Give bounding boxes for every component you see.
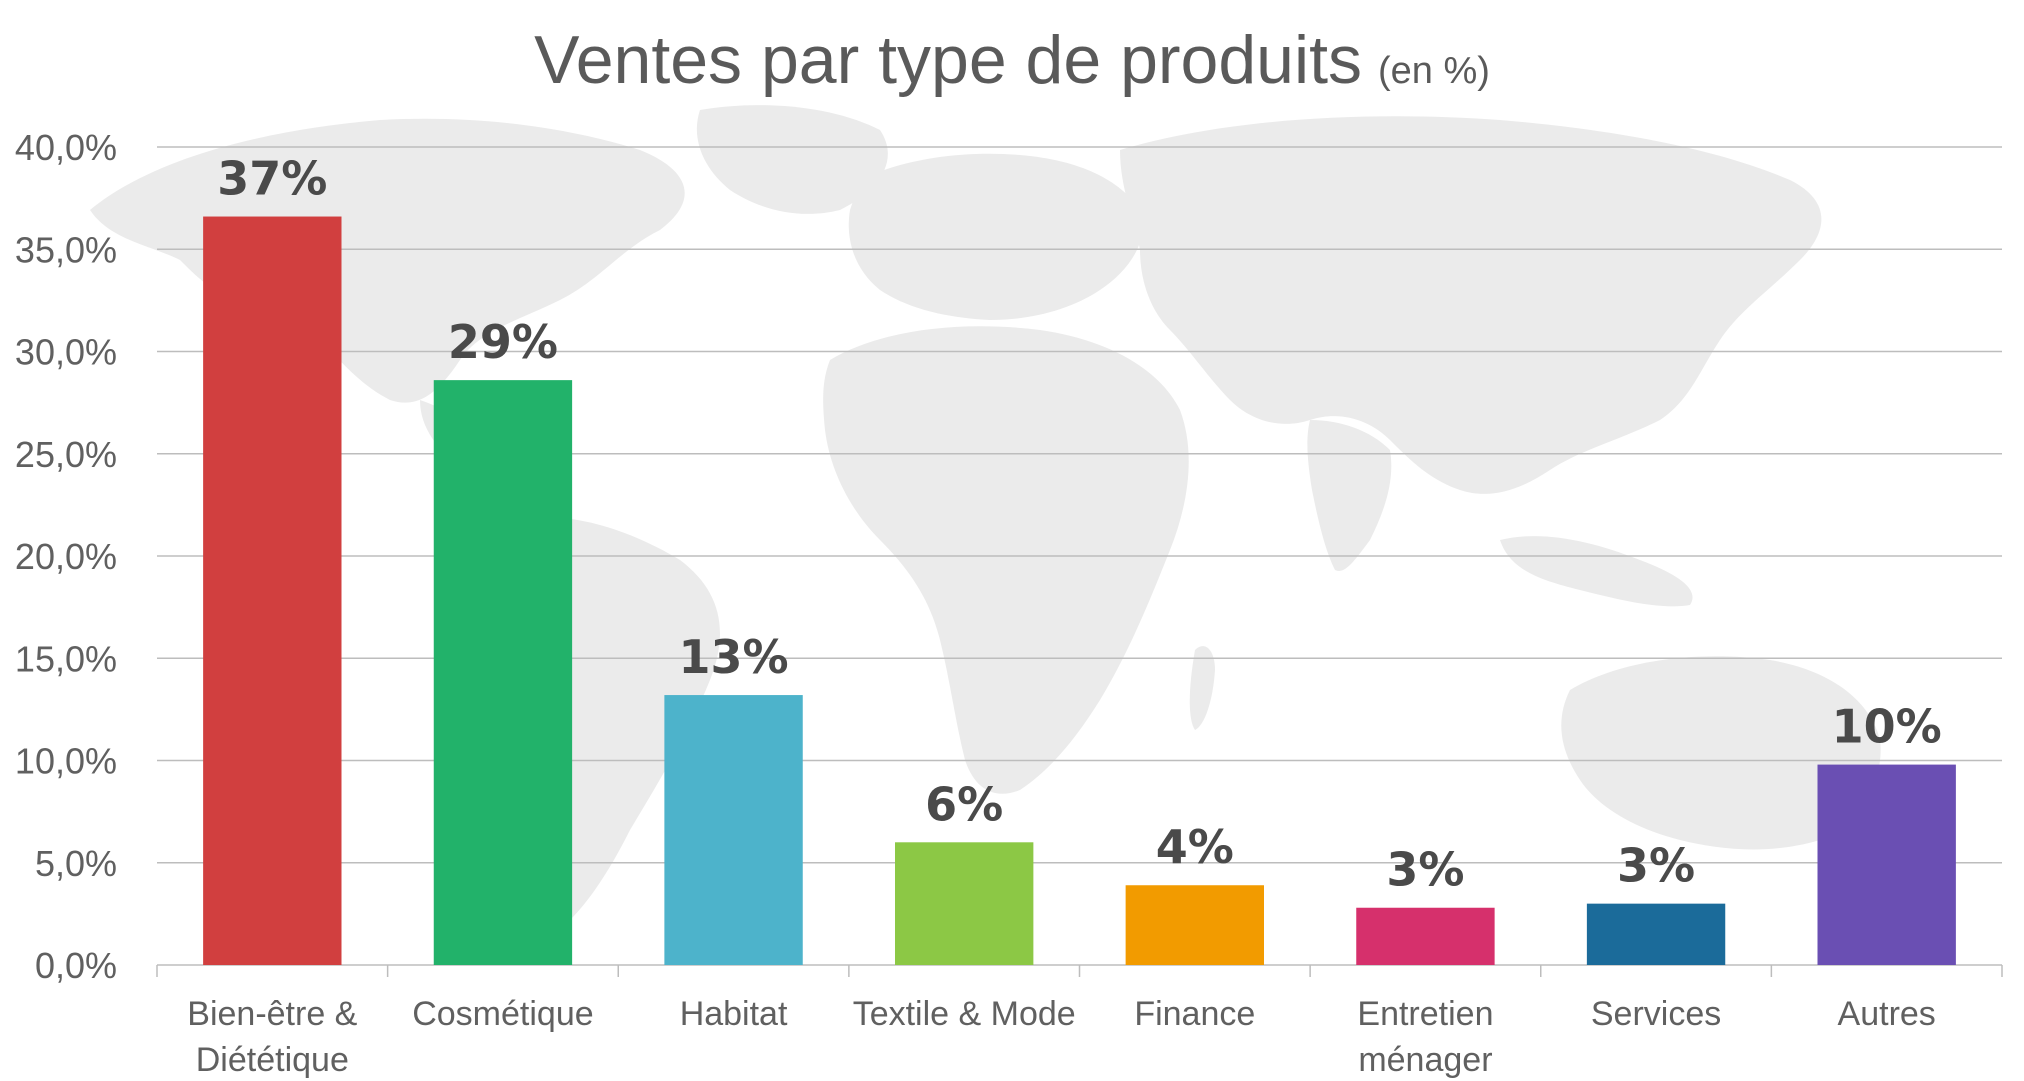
world-map-background bbox=[90, 105, 1939, 920]
y-tick-label: 0,0% bbox=[35, 945, 117, 986]
data-label: 3% bbox=[1386, 843, 1464, 897]
y-tick-label: 35,0% bbox=[15, 229, 117, 270]
data-label: 6% bbox=[925, 777, 1003, 831]
x-tick-label-line: Finance bbox=[1134, 995, 1255, 1033]
data-labels: 37% 29% 13% 6% 4% 3% 3% 10% bbox=[217, 152, 1941, 897]
chart-title-subtitle: (en %) bbox=[1378, 50, 1490, 92]
bar bbox=[433, 380, 573, 965]
chart-title: Ventes par type de produits (en %) bbox=[534, 22, 1490, 98]
x-tick-label-line: Services bbox=[1591, 995, 1721, 1033]
x-tick-label: Bien-être & Diététique bbox=[187, 995, 357, 1079]
bar bbox=[1125, 885, 1264, 965]
y-tick-label: 20,0% bbox=[15, 536, 117, 577]
x-axis-tick-labels: Bien-être & Diététique Cosmétique Habitat Te… bbox=[187, 995, 1936, 1079]
bar bbox=[1356, 907, 1495, 965]
bar bbox=[1586, 903, 1726, 965]
y-axis-tick-labels: 0,0% 5,0% 10,0% 15,0% 20,0% 25,0% 30,0% 35,0% 40… bbox=[15, 127, 117, 986]
y-tick-label: 5,0% bbox=[35, 843, 117, 884]
x-tick-label-line: ménager bbox=[1358, 1041, 1492, 1079]
y-tick-label: 40,0% bbox=[15, 127, 117, 168]
data-label: 10% bbox=[1832, 700, 1942, 754]
x-tick-label-line: Diététique bbox=[196, 1041, 349, 1079]
x-tick-label-line: Autres bbox=[1838, 995, 1936, 1033]
chart-title-main: Ventes par type de produits bbox=[534, 22, 1362, 98]
data-label: 13% bbox=[679, 630, 789, 684]
x-tick-label: Cosmétique bbox=[412, 995, 593, 1033]
x-tick-label: Autres bbox=[1838, 995, 1936, 1033]
bars bbox=[203, 216, 1956, 965]
x-tick-label-line: Cosmétique bbox=[412, 995, 593, 1033]
data-label: 4% bbox=[1156, 820, 1234, 874]
bar bbox=[203, 216, 342, 965]
y-tick-label: 25,0% bbox=[15, 434, 117, 475]
data-label: 29% bbox=[448, 315, 558, 369]
y-tick-label: 30,0% bbox=[15, 332, 117, 373]
x-tick-label: Habitat bbox=[680, 995, 788, 1033]
y-tick-label: 10,0% bbox=[15, 741, 117, 782]
x-tick-label: Services bbox=[1591, 995, 1721, 1033]
data-label: 3% bbox=[1617, 839, 1695, 893]
bar bbox=[664, 695, 803, 965]
x-tick-label-line: Textile & Mode bbox=[853, 995, 1076, 1033]
bar bbox=[895, 842, 1034, 965]
y-tick-label: 15,0% bbox=[15, 638, 117, 679]
x-tick-label: Finance bbox=[1134, 995, 1255, 1033]
data-label: 37% bbox=[217, 152, 327, 206]
x-tick-label: Textile & Mode bbox=[853, 995, 1076, 1033]
bar bbox=[1817, 764, 1956, 965]
x-tick-label: Entretien ménager bbox=[1357, 995, 1493, 1079]
x-tick-label-line: Habitat bbox=[680, 995, 788, 1033]
x-tick-label-line: Bien-être & bbox=[187, 995, 357, 1033]
x-tick-label-line: Entretien bbox=[1357, 995, 1493, 1033]
